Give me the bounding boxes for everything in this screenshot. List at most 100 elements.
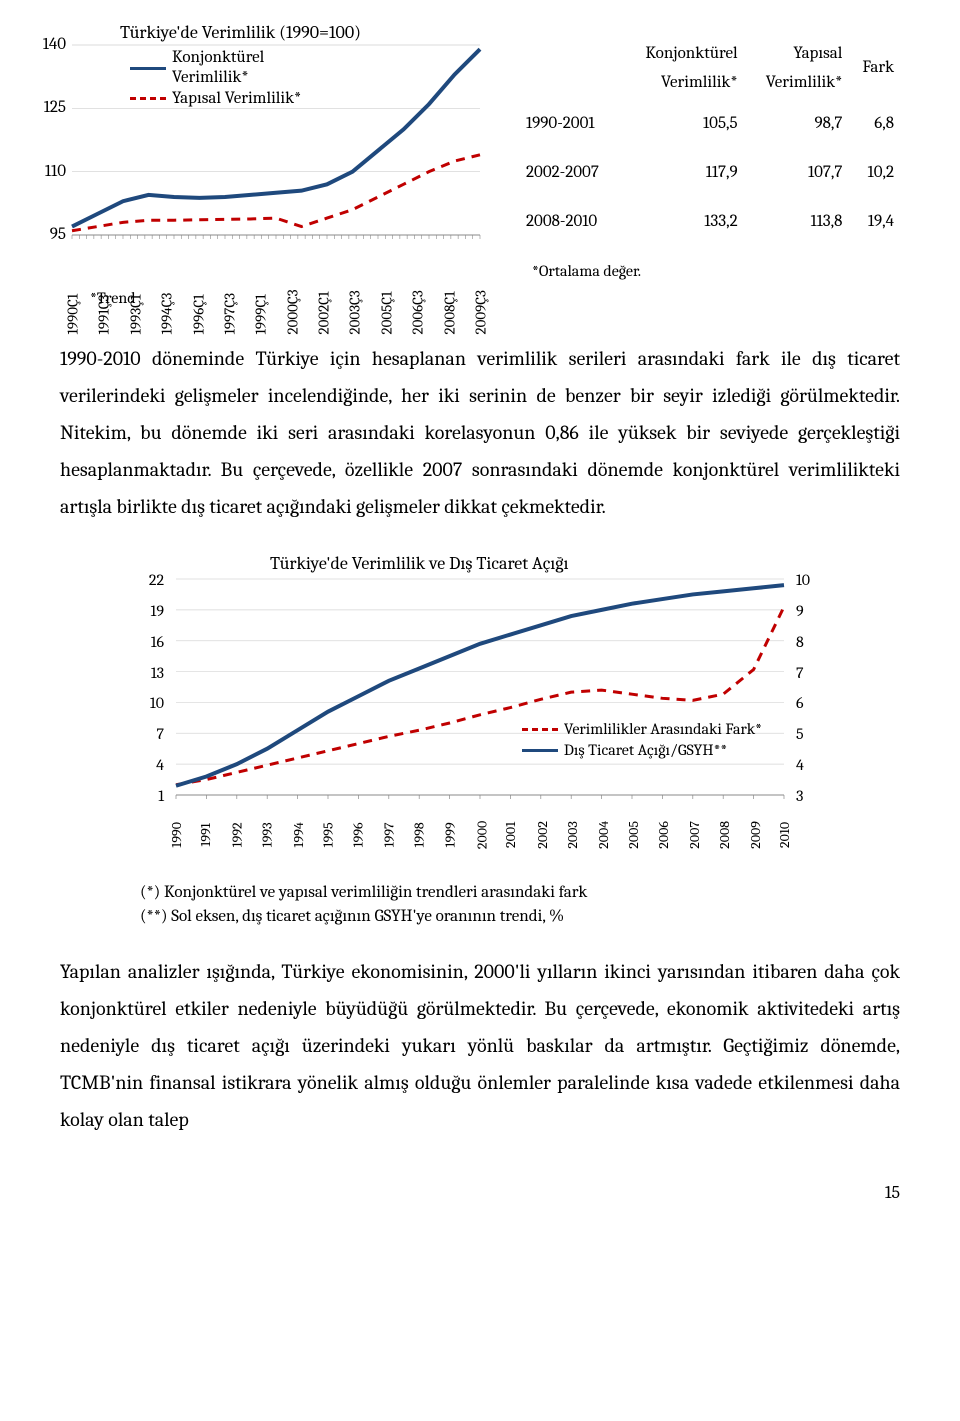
y-left-tick: 7 <box>136 721 164 748</box>
chart2-title: Türkiye'de Verimlilik ve Dış Ticaret Açı… <box>270 549 569 580</box>
legend-line-solid <box>522 749 558 752</box>
y-tick-label: 95 <box>32 221 66 250</box>
x-tick-label: 2000Ç3 <box>280 289 306 334</box>
chart2-legend: Verimlilikler Arasındaki Fark* Dış Ticar… <box>522 719 762 761</box>
x-tick-label: 2004 <box>592 821 616 849</box>
table-note: *Ortalama değer. <box>520 258 900 285</box>
chart1-legend: KonjonktürelVerimlilik* Yapısal Verimlil… <box>130 48 301 109</box>
y-tick-label: 140 <box>32 31 66 60</box>
x-tick-label: 2009Ç3 <box>469 290 495 334</box>
legend-label: KonjonktürelVerimlilik* <box>172 48 264 89</box>
x-tick-label: 2010 <box>773 822 797 848</box>
table-row: 1990-2001105,598,76,8 <box>520 100 900 149</box>
paragraph-1: 1990-2010 döneminde Türkiye için hesapla… <box>60 340 900 525</box>
table-cell: 107,7 <box>744 149 849 198</box>
y-right-tick: 8 <box>796 629 824 656</box>
chart2-footnotes: (*) Konjonktürel ve yapısal verimliliğin… <box>140 881 820 929</box>
x-tick-label: 1995 <box>317 823 341 848</box>
y-left-tick: 1 <box>136 783 164 810</box>
table-cell: 10,2 <box>848 149 900 198</box>
y-right-tick: 7 <box>796 660 824 687</box>
chart2-x-axis: 1990199119921993199419951996199719981999… <box>174 809 786 857</box>
x-tick-label: 2008 <box>713 821 737 849</box>
paragraph-2: Yapılan analizler ışığında, Türkiye ekon… <box>60 953 900 1138</box>
page-number: 15 <box>60 1178 900 1209</box>
th-konjonkturel: KonjonktürelVerimlilik* <box>620 30 743 100</box>
table-cell: 105,5 <box>620 100 743 149</box>
table-cell: 133,2 <box>620 198 743 253</box>
x-tick-label: 2002Ç1 <box>312 291 338 334</box>
table-cell: 113,8 <box>744 198 849 253</box>
table-cell: 117,9 <box>620 149 743 198</box>
table-row: 2008-2010133,2113,819,4 <box>520 198 900 253</box>
table-cell: 1990-2001 <box>520 100 620 149</box>
x-tick-label: 1997 <box>377 823 401 848</box>
y-right-tick: 10 <box>796 567 824 594</box>
legend-label: Verimlilikler Arasındaki Fark* <box>564 719 762 740</box>
x-tick-label: 2005 <box>622 821 646 849</box>
summary-table-container: KonjonktürelVerimlilik* YapısalVerimlili… <box>520 30 900 310</box>
x-tick-label: 1993 <box>256 823 280 848</box>
chart2-note-2: (**) Sol eksen, dış ticaret açığının GSY… <box>140 905 820 929</box>
th-yapisal: YapısalVerimlilik* <box>744 30 849 100</box>
x-tick-label: 1991 <box>194 823 218 847</box>
chart2-note-1: (*) Konjonktürel ve yapısal verimliliğin… <box>140 881 820 905</box>
chart2-y-left: 1471013161922 <box>136 576 164 796</box>
x-tick-label: 2002 <box>531 821 555 849</box>
x-tick-label: 1997Ç3 <box>217 292 243 334</box>
x-tick-label: 2009 <box>744 821 768 849</box>
y-left-tick: 19 <box>136 598 164 625</box>
chart1-x-axis: 1990Ç11991Ç31993Ç11994Ç31996Ç11997Ç31999… <box>70 226 490 286</box>
chart2-y-right: 345678910 <box>796 576 824 796</box>
x-tick-label: 2003 <box>561 821 585 849</box>
chart1-trend-note: *Trend <box>90 285 136 312</box>
x-tick-label: 1996Ç1 <box>186 294 212 334</box>
th-fark: Fark <box>848 30 900 100</box>
chart1-container: Türkiye'de Verimlilik (1990=100) 1401251… <box>60 20 490 310</box>
y-right-tick: 4 <box>796 752 824 779</box>
table-row: 2002-2007117,9107,710,2 <box>520 149 900 198</box>
summary-table: KonjonktürelVerimlilik* YapısalVerimlili… <box>520 30 900 252</box>
x-tick-label: 1999 <box>438 823 462 848</box>
legend-line-solid <box>130 67 166 70</box>
table-cell: 6,8 <box>848 100 900 149</box>
legend-label: Yapısal Verimlilik* <box>172 89 301 109</box>
y-right-tick: 9 <box>796 598 824 625</box>
table-cell: 98,7 <box>744 100 849 149</box>
x-tick-label: 2005Ç1 <box>374 291 400 334</box>
x-tick-label: 1998 <box>408 823 432 848</box>
x-tick-label: 2006Ç3 <box>406 290 432 334</box>
y-right-tick: 5 <box>796 721 824 748</box>
x-tick-label: 2008Ç1 <box>437 291 463 334</box>
y-left-tick: 4 <box>136 752 164 779</box>
legend-line-dashed <box>522 728 558 731</box>
chart2-svg <box>140 551 820 851</box>
x-tick-label: 2006 <box>652 821 676 849</box>
y-left-tick: 22 <box>136 567 164 594</box>
x-tick-label: 1999Ç1 <box>249 294 275 334</box>
x-tick-label: 1996 <box>347 823 371 848</box>
x-tick-label: 1994Ç3 <box>155 292 181 334</box>
legend-line-dashed <box>130 97 166 100</box>
y-right-tick: 3 <box>796 783 824 810</box>
top-figure-table-row: Türkiye'de Verimlilik (1990=100) 1401251… <box>60 20 900 310</box>
x-tick-label: 2000 <box>470 821 494 849</box>
chart1-title: Türkiye'de Verimlilik (1990=100) <box>120 18 361 49</box>
x-tick-label: 2007 <box>683 821 707 849</box>
x-tick-label: 1990Ç1 <box>61 293 87 334</box>
x-tick-label: 2003Ç3 <box>343 290 369 334</box>
legend-label: Dış Ticaret Açığı/GSYH** <box>564 740 727 761</box>
table-cell: 2002-2007 <box>520 149 620 198</box>
y-left-tick: 16 <box>136 629 164 656</box>
y-tick-label: 110 <box>32 158 66 187</box>
x-tick-label: 1992 <box>225 823 249 848</box>
x-tick-label: 1994 <box>286 823 310 848</box>
table-cell: 19,4 <box>848 198 900 253</box>
y-left-tick: 10 <box>136 690 164 717</box>
x-tick-label: 2001 <box>500 822 524 848</box>
x-tick-label: 1990 <box>165 822 189 848</box>
y-left-tick: 13 <box>136 660 164 687</box>
y-tick-label: 125 <box>32 94 66 123</box>
chart2-container: Türkiye'de Verimlilik ve Dış Ticaret Açı… <box>140 551 820 861</box>
table-cell: 2008-2010 <box>520 198 620 253</box>
